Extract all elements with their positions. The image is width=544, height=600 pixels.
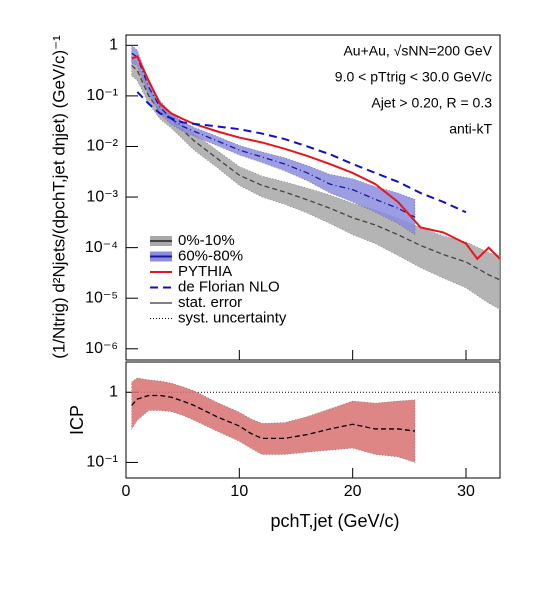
lower-frame bbox=[125, 361, 501, 479]
series-line bbox=[131, 55, 501, 261]
annotation: 9.0 < pTtrig < 30.0 GeV/c bbox=[335, 69, 492, 85]
x-axis-label: pchT,jet (GeV/c) bbox=[270, 511, 399, 531]
legend-label: 0%-10% bbox=[178, 232, 235, 249]
x-tick-label: 20 bbox=[344, 483, 362, 500]
x-tick-label: 10 bbox=[230, 483, 248, 500]
y-tick-label: 10⁻⁴ bbox=[85, 239, 118, 256]
syst-band bbox=[131, 55, 501, 310]
series-line bbox=[131, 394, 416, 440]
y-axis-label: ICP bbox=[67, 405, 87, 435]
y-axis-label: (1/Ntrig) d²Njets/(dpchT,jet dηjet) (GeV… bbox=[49, 35, 68, 359]
series-line bbox=[136, 91, 467, 214]
legend-label: stat. error bbox=[178, 294, 242, 311]
legend-label: PYTHIA bbox=[178, 263, 232, 280]
annotation: anti-kT bbox=[449, 121, 492, 137]
y-tick-label: 10⁻¹ bbox=[86, 454, 118, 471]
y-tick-label: 1 bbox=[109, 383, 118, 400]
y-tick-label: 1 bbox=[109, 37, 118, 54]
y-tick-label: 10⁻⁵ bbox=[85, 289, 118, 306]
annotation: Ajet > 0.20, R = 0.3 bbox=[371, 95, 492, 111]
y-tick-label: 10⁻⁶ bbox=[85, 340, 118, 357]
y-tick-label: 10⁻³ bbox=[86, 188, 118, 205]
x-tick-label: 30 bbox=[457, 483, 475, 500]
legend-label: syst. uncertainty bbox=[178, 309, 287, 326]
legend-label: de Florian NLO bbox=[178, 278, 280, 295]
x-tick-label: 0 bbox=[122, 483, 131, 500]
legend-label: 60%-80% bbox=[178, 247, 243, 264]
annotation: Au+Au, √sNN=200 GeV bbox=[343, 43, 492, 59]
syst-band bbox=[131, 377, 416, 463]
y-tick-label: 10⁻² bbox=[86, 138, 118, 155]
y-tick-label: 10⁻¹ bbox=[86, 87, 118, 104]
series-line bbox=[131, 52, 416, 218]
